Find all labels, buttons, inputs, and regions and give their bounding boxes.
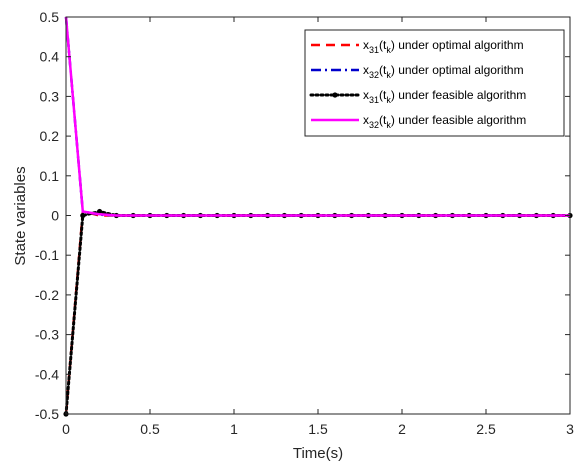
y-tick-label: 0.4 <box>40 49 60 65</box>
legend-box <box>304 29 565 137</box>
x-tick-label: 0.5 <box>140 421 160 437</box>
series-line-3 <box>64 209 572 416</box>
y-tick-label: -0.1 <box>35 247 59 263</box>
y-tick-label: -0.3 <box>35 327 59 343</box>
x-tick-label: 1 <box>230 421 238 437</box>
series-line-1 <box>64 209 570 415</box>
y-tick-label: 0 <box>51 208 59 224</box>
axes: 0 0.5 1 1.5 2 2.5 3 -0.5 -0.4 -0.3 -0.2 -0.1 0 0.1 0.2… <box>35 9 574 437</box>
y-axis-title: State variables <box>12 166 29 265</box>
legend-marker <box>332 92 338 98</box>
legend-label-1: x31(tk) under optimal algorithm <box>363 38 524 55</box>
y-tick-label: 0.5 <box>40 9 60 25</box>
plot-area <box>63 16 573 417</box>
y-tick-label: -0.2 <box>35 287 59 303</box>
x-tick-label: 0 <box>62 421 70 437</box>
legend-label-2: x32(tk) under optimal algorithm <box>363 63 524 80</box>
series-line-4 <box>64 16 570 217</box>
legend-label-4: x32(tk) under feasible algorithm <box>363 113 526 130</box>
y-tick-label: 0.3 <box>40 88 60 104</box>
x-tick-label: 1.5 <box>308 421 328 437</box>
y-tick-label: -0.4 <box>35 366 59 382</box>
y-tick-label: 0.1 <box>40 168 60 184</box>
data-point <box>80 212 86 219</box>
legend: x31(tk) under optimal algorithm x32(tk) u… <box>304 29 565 137</box>
y-tick-label: 0.2 <box>40 128 60 144</box>
x-axis-title: Time(s) <box>293 445 343 462</box>
x-tick-label: 3 <box>566 421 574 437</box>
x-tick-label: 2 <box>398 421 406 437</box>
y-tick-label: -0.5 <box>35 406 59 422</box>
legend-label-3: x31(tk) under feasible algorithm <box>363 88 526 105</box>
x-tick-label: 2.5 <box>476 421 496 437</box>
